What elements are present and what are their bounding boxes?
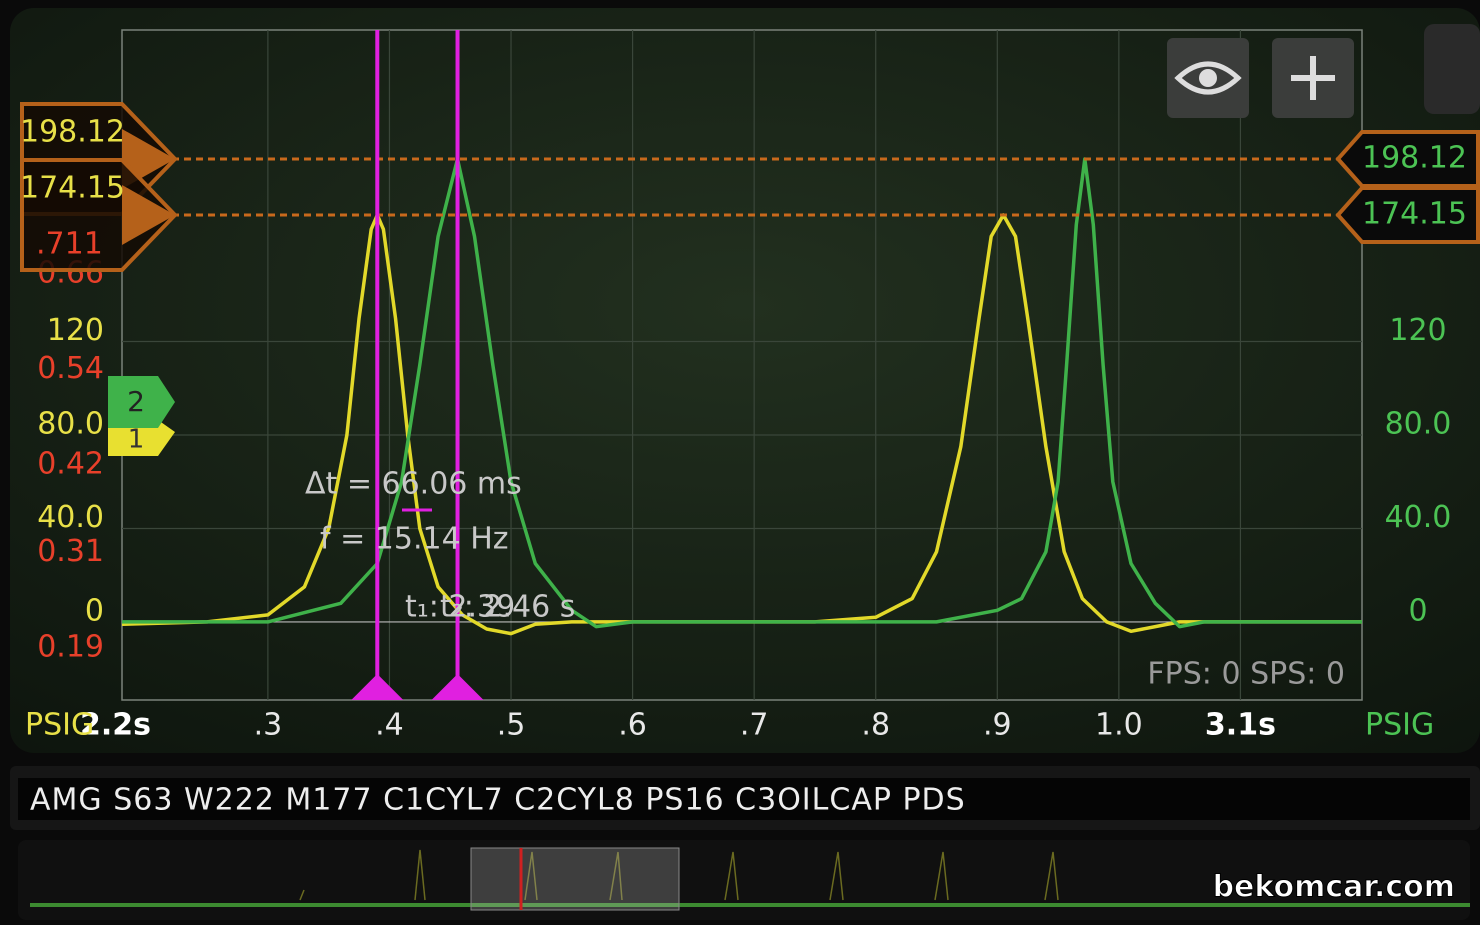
x-tick-label: .9 — [983, 708, 1012, 743]
delta-t: Δt = 66.06 ms — [305, 467, 522, 502]
plot-panel — [10, 8, 1480, 753]
overview-window[interactable] — [470, 847, 680, 911]
eye-button[interactable] — [1167, 38, 1249, 118]
y-tick-label-right: 80.0 — [1385, 406, 1452, 441]
right-unit: PSIG — [1365, 708, 1434, 743]
left-unit: PSIG — [25, 708, 94, 743]
y-tick-label-right: 0 — [1408, 593, 1427, 628]
y-tick-label-right: 40.0 — [1385, 500, 1452, 535]
y2-tick-label: 0.54 — [37, 351, 104, 386]
overview-trace — [299, 849, 1059, 901]
time-cursor-handle — [431, 674, 484, 700]
x-tick-label: .3 — [254, 708, 283, 743]
x-tick-label: 3.1s — [1205, 708, 1276, 743]
title-bar-field — [18, 778, 1470, 820]
channel-flag-2 — [108, 376, 175, 428]
y2-tick-label: 0.42 — [37, 446, 104, 481]
level-label-left: 174.15 — [20, 170, 125, 205]
level-label-red: .711 — [36, 226, 103, 261]
t1-label: t₁: 2.39 — [405, 590, 515, 625]
y2-tick-label: 0.31 — [37, 534, 104, 569]
time-cursor-handle — [351, 674, 404, 700]
y-tick-label: 80.0 — [37, 406, 104, 441]
y-tick-label: 40.0 — [37, 500, 104, 535]
level-tag-right — [1335, 129, 1480, 188]
stats: FPS: 0 SPS: 0 — [1147, 657, 1345, 692]
watermark: bekomcar.com — [1213, 870, 1455, 905]
x-tick-label: .8 — [861, 708, 890, 743]
level-tag-left — [20, 157, 178, 272]
add-button[interactable] — [1272, 38, 1354, 118]
level-label-left: 198.12 — [20, 114, 125, 149]
overview-strip[interactable] — [18, 840, 1470, 920]
channel-label: 1 — [128, 425, 145, 455]
trace — [122, 157, 1362, 629]
x-start-label: 2.2s — [80, 708, 151, 743]
y-tick-label: 120 — [47, 313, 104, 348]
t2-label: t₂: 2.46 s — [440, 590, 575, 625]
level-label-right: 198.12 — [1362, 140, 1467, 175]
side-handle[interactable] — [1424, 24, 1480, 114]
level-arrow-left — [122, 184, 175, 245]
level-tag-right — [1335, 185, 1480, 244]
frequency: f = 15.14 Hz — [320, 522, 509, 557]
x-tick-label: .6 — [618, 708, 647, 743]
plot-border — [121, 29, 1363, 701]
y-tick-label-right: 120 — [1389, 313, 1446, 348]
channel-label: 2 — [127, 385, 145, 418]
trace — [121, 213, 1362, 636]
x-tick-label: .4 — [375, 708, 404, 743]
x-tick-label: .5 — [497, 708, 526, 743]
channel-flag-1 — [108, 420, 175, 456]
x-tick-label: 1.0 — [1095, 708, 1143, 743]
y2-tick-label: 0.19 — [37, 629, 104, 664]
level-label-right: 174.15 — [1362, 196, 1467, 231]
title-bar: AMG S63 W222 M177 C1CYL7 C2CYL8 PS16 C3O… — [30, 783, 966, 818]
y-tick-label: 0 — [85, 593, 104, 628]
x-tick-label: .7 — [740, 708, 769, 743]
